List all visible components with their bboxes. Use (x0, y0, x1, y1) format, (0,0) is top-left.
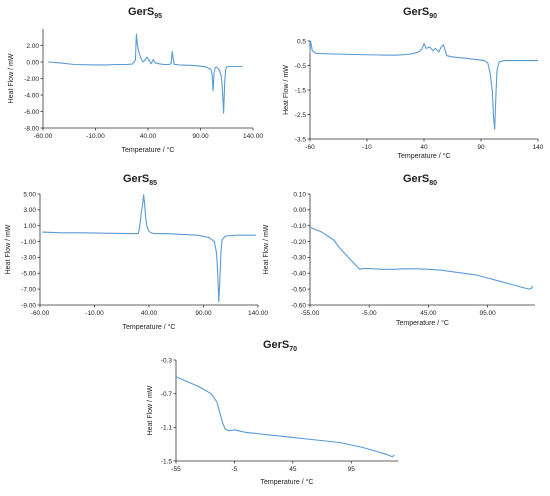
chart-title: GerS70 (263, 339, 297, 353)
chart-title: GerS80 (403, 173, 437, 187)
y-tick-label: 0.10 (293, 191, 306, 198)
y-tick-label: -0.10 (291, 223, 306, 230)
x-tick-label: 140 (533, 144, 544, 151)
x-tick-label: -10 (362, 144, 372, 151)
x-tick-label: 90.00 (195, 310, 212, 317)
y-tick-label: 1.00 (23, 223, 36, 230)
chart-panel-4: GerS70 -55 -5 45 95 -0.3 -0.7 -1.1 -1.5 Temperatu… (147, 339, 398, 486)
y-tick-label: -2.00 (24, 76, 39, 83)
y-tick-label: -0.7 (161, 391, 173, 398)
y-tick-label: -3.00 (21, 255, 36, 262)
x-tick-label: -55.00 (301, 310, 320, 317)
y-tick-label: -0.60 (291, 302, 306, 309)
x-tick-label: -55 (171, 466, 181, 473)
y-tick-label: -5.00 (21, 271, 36, 278)
y-tick-label: 3.00 (23, 207, 36, 214)
y-tick-label: 5.00 (23, 191, 36, 198)
chart-title: GerS95 (128, 6, 162, 20)
x-tick-label: -10.00 (85, 310, 104, 317)
series-line (309, 40, 538, 130)
x-tick-label: -5 (232, 466, 238, 473)
x-axis-label: Temperature / °C (396, 319, 449, 327)
chart-panel-0: GerS95 -60.00 -10.00 40.00 90.00 140.00 2.00 0.… (8, 6, 263, 154)
x-tick-label: 40.00 (141, 310, 158, 317)
chart-panel-2: GerS85 -60.00 -10.00 40.00 90.00 140.00 5.00 3.… (5, 173, 268, 331)
series-line (42, 194, 256, 303)
y-axis-label: Heat Flow / mW (147, 385, 154, 435)
chart-title: GerS85 (123, 173, 157, 187)
chart-title: GerS90 (403, 6, 437, 20)
x-tick-label: 95 (348, 466, 356, 473)
x-axis-label: Temperature / °C (261, 478, 314, 486)
x-axis-label: Temperature / °C (123, 323, 176, 331)
y-tick-label: -6.00 (24, 109, 39, 116)
x-tick-label: 95.00 (479, 310, 496, 317)
x-tick-label: 40 (420, 144, 428, 151)
x-tick-label: 45.00 (420, 310, 437, 317)
series-line (175, 376, 395, 458)
x-tick-label: 140.00 (248, 310, 268, 317)
series-line (48, 33, 243, 114)
y-tick-label: 0.5 (297, 38, 306, 45)
x-tick-label: -60.00 (31, 310, 50, 317)
x-tick-label: -5.00 (362, 310, 377, 317)
x-tick-label: -60 (305, 144, 315, 151)
y-tick-label: -0.20 (291, 239, 306, 246)
x-tick-label: 45 (289, 466, 297, 473)
y-tick-label: -0.50 (291, 286, 306, 293)
y-tick-label: -1.5 (295, 87, 307, 94)
y-axis-label: Heat Flow / mW (8, 53, 15, 103)
x-axis-label: Temperature / °C (122, 146, 175, 154)
y-tick-label: 0.00 (26, 59, 39, 66)
y-tick-label: -1.00 (21, 239, 36, 246)
y-tick-label: -7.00 (21, 286, 36, 293)
y-tick-label: -0.40 (291, 271, 306, 278)
y-tick-label: -2.5 (295, 112, 307, 119)
y-axis-label: Heat Flow / mW (5, 224, 12, 274)
chart-panel-3: GerS80 -55.00 -5.00 45.00 95.00 0.10 0.00 -0.10… (263, 173, 535, 327)
x-tick-label: 90 (477, 144, 485, 151)
y-tick-label: 0.00 (293, 207, 306, 214)
x-tick-label: -10.00 (86, 133, 105, 140)
y-tick-label: -9.00 (21, 302, 36, 309)
y-tick-label: -1.5 (161, 458, 173, 465)
x-tick-label: 40.00 (140, 133, 157, 140)
x-tick-label: 140.00 (243, 133, 263, 140)
x-tick-label: 90.00 (192, 133, 209, 140)
y-tick-label: -0.5 (295, 63, 307, 70)
chart-panel-1: GerS90 -60 -10 40 90 140 0.5 -0.5 -1.5 -2.5 -3.5 Te… (283, 6, 544, 160)
y-axis-label: Heat Flow / mW (263, 224, 270, 274)
y-tick-label: 2.00 (26, 43, 39, 50)
y-axis-label: Heat Flow / mW (283, 65, 290, 115)
x-tick-label: -60.00 (34, 133, 53, 140)
y-tick-label: -8.00 (24, 125, 39, 132)
series-line (309, 226, 534, 290)
y-tick-label: -0.3 (161, 357, 173, 364)
x-axis-label: Temperature / °C (398, 152, 451, 160)
y-tick-label: -3.5 (295, 136, 307, 143)
y-tick-label: -4.00 (24, 92, 39, 99)
y-tick-label: -0.30 (291, 255, 306, 262)
y-tick-label: -1.1 (161, 425, 173, 432)
